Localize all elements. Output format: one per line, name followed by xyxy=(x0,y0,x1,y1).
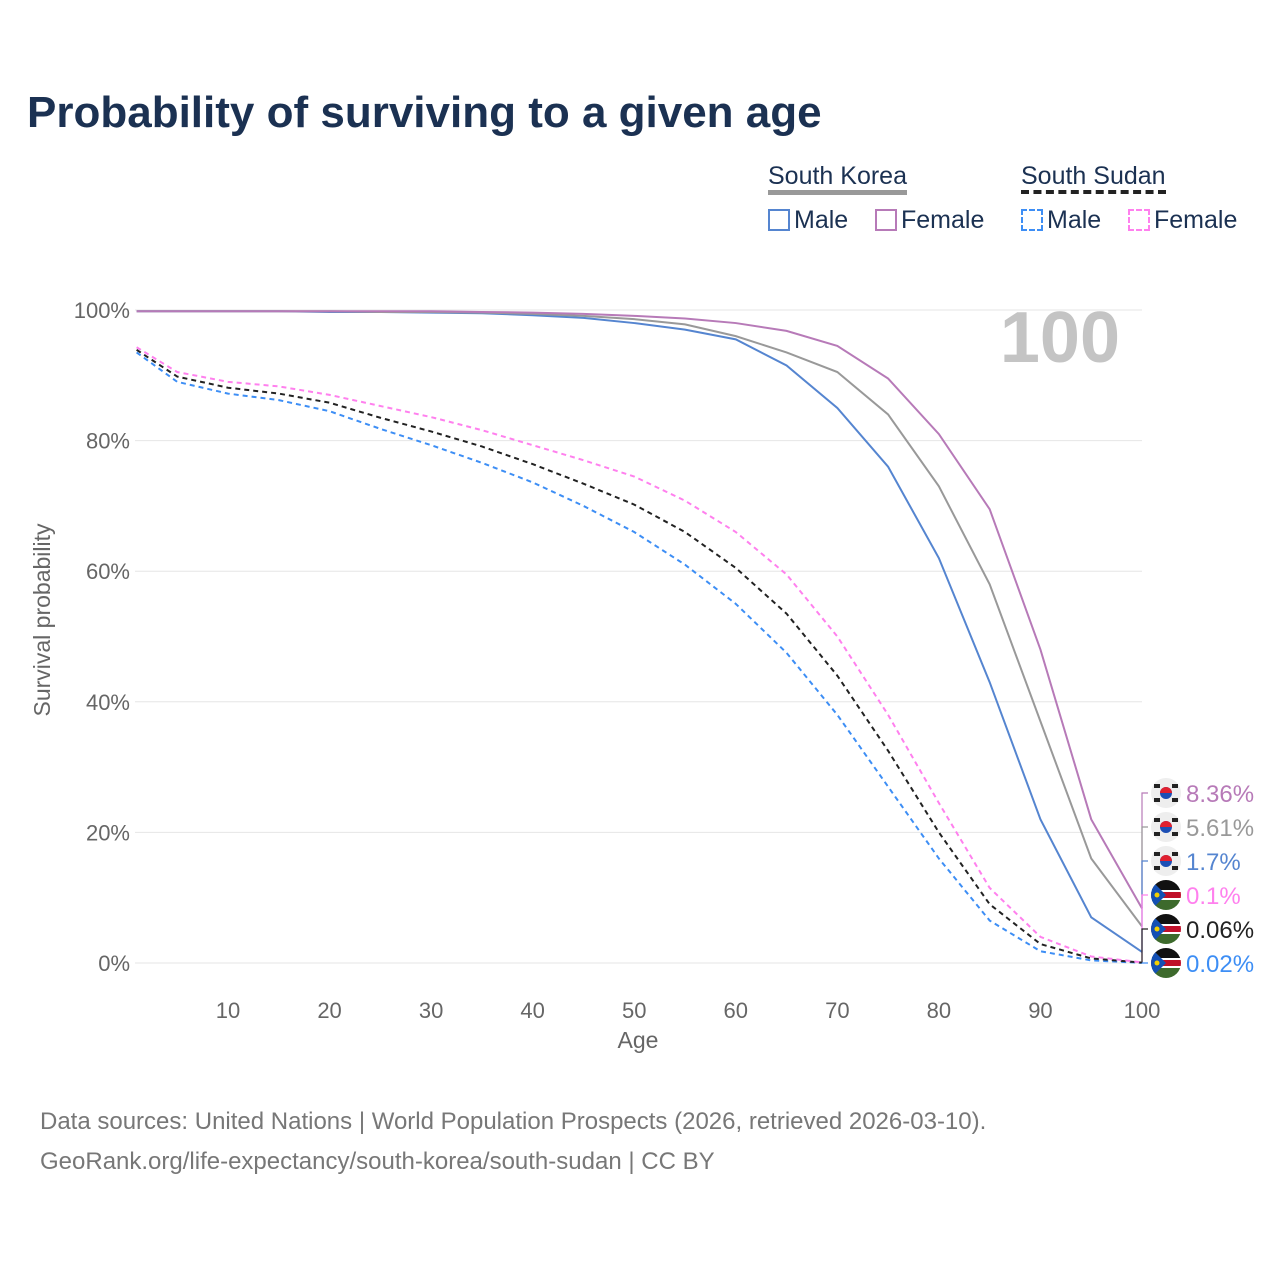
age-indicator: 100 xyxy=(1000,298,1120,378)
x-tick-label: 70 xyxy=(825,998,849,1023)
x-tick-label: 90 xyxy=(1028,998,1052,1023)
end-value-label: 1.7% xyxy=(1186,849,1241,876)
end-label-connector xyxy=(1141,826,1148,927)
y-tick-label: 0% xyxy=(98,951,130,976)
x-tick-label: 60 xyxy=(724,998,748,1023)
south-sudan-flag-icon xyxy=(1151,948,1181,978)
series-line-south-korea-female xyxy=(136,310,1143,909)
x-tick-label: 30 xyxy=(419,998,443,1023)
series-line-south-korea-total xyxy=(136,310,1143,927)
x-tick-label: 80 xyxy=(927,998,951,1023)
y-tick-label: 20% xyxy=(86,820,130,845)
x-axis-label: Age xyxy=(618,1027,659,1053)
source-line-1: Data sources: United Nations | World Pop… xyxy=(40,1108,987,1135)
legend-swatch xyxy=(875,209,897,231)
y-tick-label: 40% xyxy=(86,690,130,715)
south-korea-flag-icon xyxy=(1151,812,1181,842)
x-tick-label: 100 xyxy=(1124,998,1161,1023)
end-label-connector xyxy=(1141,928,1148,963)
y-tick-label: 80% xyxy=(86,429,130,454)
south-korea-flag-icon xyxy=(1151,778,1181,808)
y-tick-label: 100% xyxy=(74,298,130,323)
series-line-south-korea-male xyxy=(136,310,1143,953)
south-sudan-flag-icon xyxy=(1151,880,1181,910)
south-korea-flag-icon xyxy=(1151,846,1181,876)
end-value-label: 5.61% xyxy=(1186,815,1254,842)
legend-swatch xyxy=(1021,209,1043,231)
legend-south-korea: South Korea xyxy=(768,162,907,195)
x-tick-label: 40 xyxy=(520,998,544,1023)
series-line-south-sudan-total xyxy=(136,348,1143,964)
source-line-2: GeoRank.org/life-expectancy/south-korea/… xyxy=(40,1148,715,1175)
end-label-connector xyxy=(1141,792,1148,909)
legend-ss-female[interactable]: Female xyxy=(1128,206,1237,235)
series-line-south-sudan-male xyxy=(136,351,1143,964)
legend-swatch xyxy=(768,209,790,231)
end-value-label: 8.36% xyxy=(1186,781,1254,808)
legend-label: Male xyxy=(794,206,849,234)
y-tick-label: 60% xyxy=(86,559,130,584)
legend-label: Female xyxy=(1154,206,1238,234)
legend-sk-male[interactable]: Male xyxy=(768,206,848,235)
legend-swatch xyxy=(1128,209,1150,231)
x-tick-label: 50 xyxy=(622,998,646,1023)
legend-ss-male[interactable]: Male xyxy=(1021,206,1101,235)
y-axis-label: Survival probability xyxy=(29,523,55,717)
end-value-label: 0.06% xyxy=(1186,917,1254,944)
legend-label: Female xyxy=(901,206,985,234)
end-label-connector xyxy=(1141,860,1148,952)
x-tick-label: 20 xyxy=(317,998,341,1023)
series-line-south-sudan-female xyxy=(136,346,1143,964)
chart-title: Probability of surviving to a given age xyxy=(27,88,822,137)
end-value-label: 0.1% xyxy=(1186,883,1241,910)
end-value-label: 0.02% xyxy=(1186,951,1254,978)
legend-south-sudan: South Sudan xyxy=(1021,162,1166,194)
south-sudan-flag-icon xyxy=(1151,914,1181,944)
legend-label: Male xyxy=(1047,206,1102,234)
legend-sk-female[interactable]: Female xyxy=(875,206,984,235)
x-tick-label: 10 xyxy=(216,998,240,1023)
